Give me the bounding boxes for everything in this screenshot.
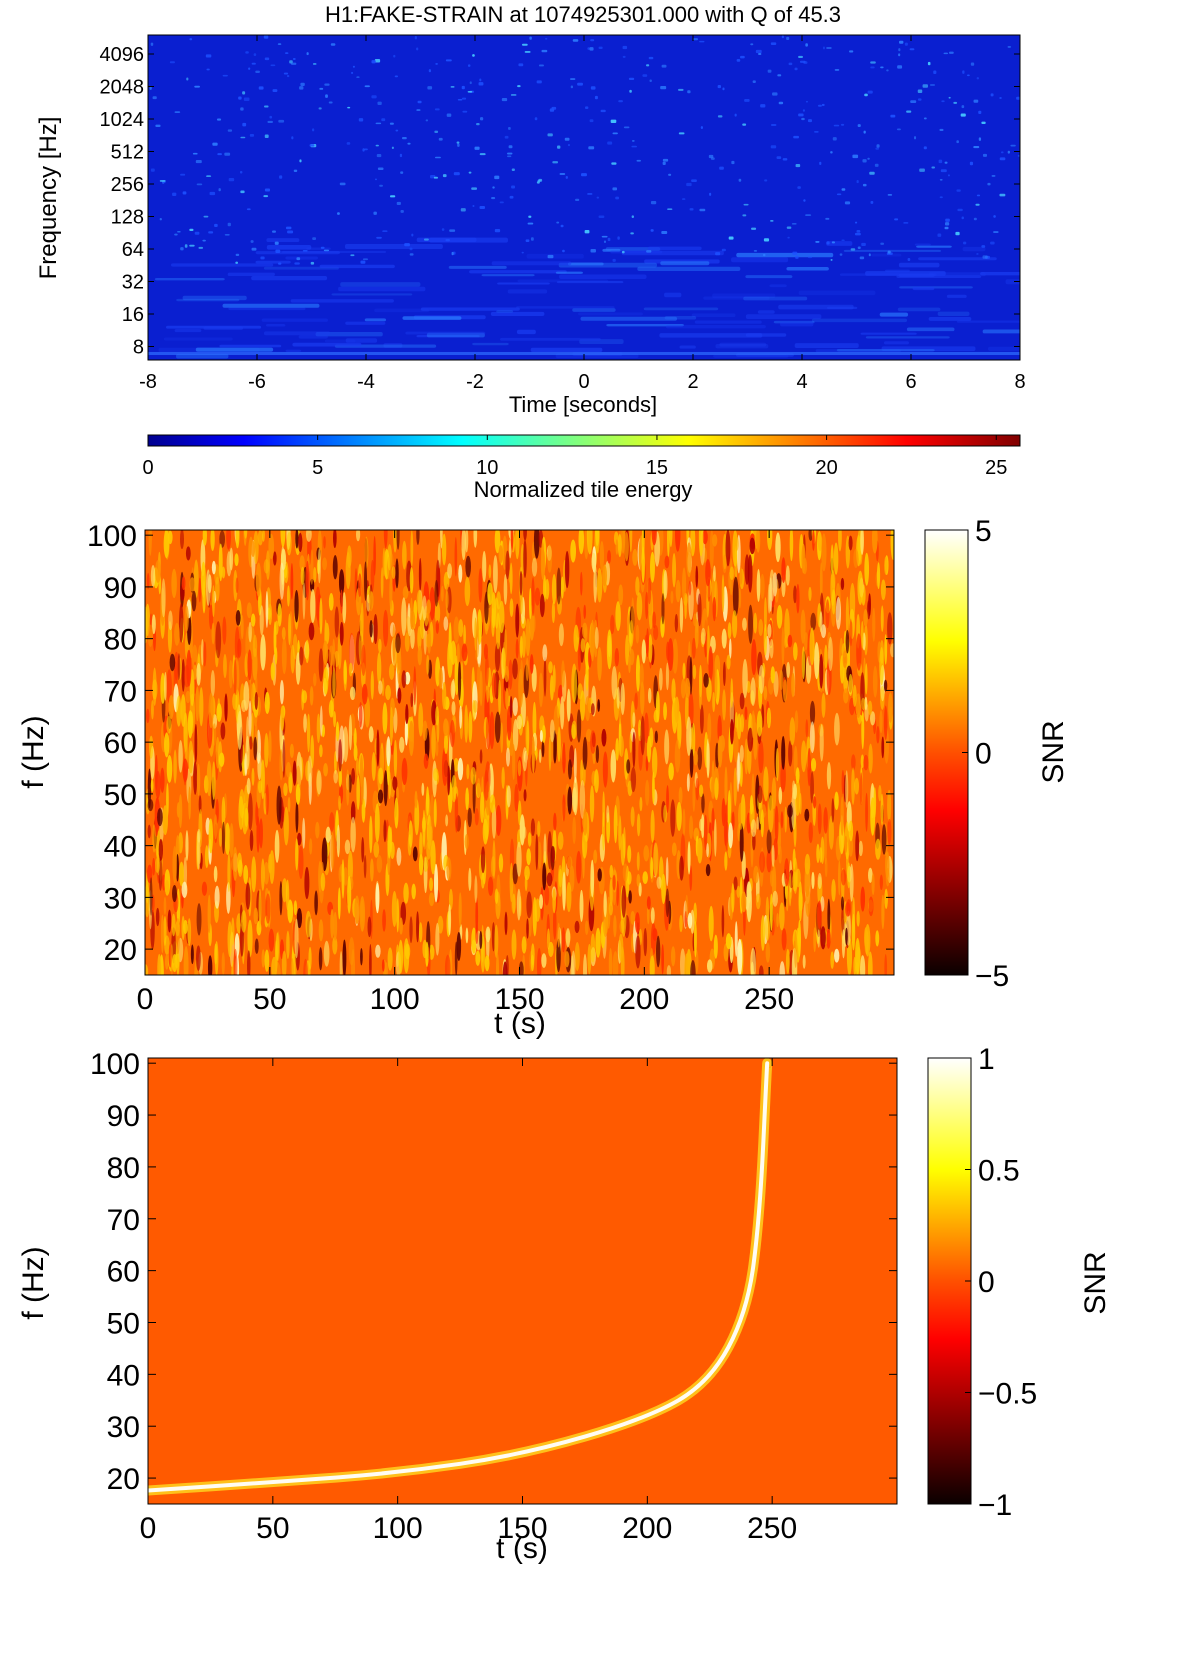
chirp-colorbar-tick-label: 0.5 bbox=[978, 1155, 1020, 1188]
qscan-energy-tiles bbox=[148, 35, 1020, 359]
chirp-colorbar-label: SNR bbox=[1079, 1251, 1112, 1314]
chirp-x-tick-label: 0 bbox=[140, 1512, 157, 1545]
qscan-colorbar-tick-label: 15 bbox=[646, 457, 668, 479]
qscan-y-label: Frequency [Hz] bbox=[35, 117, 62, 280]
noise-colorbar-tick-label: 0 bbox=[975, 738, 992, 771]
noise-y-tick-label: 100 bbox=[87, 520, 137, 553]
chirp-y-tick-label: 70 bbox=[107, 1204, 140, 1237]
chirp-x-tick-label: 100 bbox=[373, 1512, 423, 1545]
qscan-y-tick-label: 256 bbox=[111, 174, 144, 196]
noise-x-tick-label: 250 bbox=[744, 983, 794, 1016]
qscan-x-tick-label: -8 bbox=[139, 371, 157, 393]
chirp-y-tick-label: 60 bbox=[107, 1256, 140, 1289]
qscan-x-tick-label: 2 bbox=[687, 371, 698, 393]
qscan-y-tick-label: 32 bbox=[122, 272, 144, 294]
qscan-y-ticks: 8 16 32 64 128 256 512 1024 2048 4096 bbox=[100, 44, 1020, 359]
noise-y-tick-label: 20 bbox=[104, 934, 137, 967]
noise-x-tick-label: 200 bbox=[619, 983, 669, 1016]
chirp-y-tick-label: 40 bbox=[107, 1359, 140, 1392]
chirp-colorbar-tick-label: −1 bbox=[978, 1489, 1012, 1522]
qscan-y-tick-label: 8 bbox=[133, 337, 144, 359]
qscan-x-tick-label: 0 bbox=[578, 371, 589, 393]
chirp-plot-background bbox=[148, 1058, 897, 1504]
qscan-x-tick-label: 8 bbox=[1014, 371, 1025, 393]
noise-y-tick-label: 70 bbox=[104, 675, 137, 708]
chirp-colorbar-tick-label: −0.5 bbox=[978, 1378, 1037, 1411]
qscan-colorbar bbox=[147, 434, 1021, 447]
chirp-x-tick-label: 50 bbox=[256, 1512, 289, 1545]
qscan-x-ticks: -8 -6 -4 -2 0 2 4 6 8 bbox=[139, 35, 1026, 393]
chirp-y-tick-label: 90 bbox=[107, 1100, 140, 1133]
noise-y-tick-label: 40 bbox=[104, 831, 137, 864]
noise-x-tick-label: 150 bbox=[494, 983, 544, 1016]
noise-x-tick-label: 100 bbox=[370, 983, 420, 1016]
chirp-y-tick-label: 80 bbox=[107, 1152, 140, 1185]
qscan-colorbar-tick-label: 0 bbox=[142, 457, 153, 479]
noise-colorbar bbox=[924, 529, 969, 976]
chirp-x-label: t (s) bbox=[496, 1532, 548, 1565]
noise-x-tick-label: 0 bbox=[137, 983, 154, 1016]
noise-x-tick-label: 50 bbox=[253, 983, 286, 1016]
noise-y-ticks: 20 30 40 50 60 70 80 90 100 bbox=[87, 520, 894, 967]
qscan-y-tick-label: 128 bbox=[111, 207, 144, 229]
chirp-y-tick-label: 30 bbox=[107, 1411, 140, 1444]
noise-y-label: f (Hz) bbox=[17, 715, 50, 788]
chirp-colorbar-ticks: 1 0.5 0 −0.5 −1 bbox=[965, 1043, 1037, 1522]
noise-x-ticks: 0 50 100 150 200 250 bbox=[137, 530, 794, 1016]
qscan-x-label: Time [seconds] bbox=[509, 392, 657, 417]
qscan-y-tick-label: 2048 bbox=[100, 77, 145, 99]
noise-y-tick-label: 60 bbox=[104, 727, 137, 760]
qscan-colorbar-tick-label: 25 bbox=[985, 457, 1007, 479]
qscan-y-tick-label: 4096 bbox=[100, 44, 145, 66]
qscan-x-tick-label: -6 bbox=[248, 371, 266, 393]
qscan-title: H1:FAKE-STRAIN at 1074925301.000 with Q … bbox=[325, 2, 841, 27]
noise-colorbar-tick-label: −5 bbox=[975, 960, 1009, 993]
qscan-colorbar-tick-label: 5 bbox=[312, 457, 323, 479]
qscan-y-tick-label: 64 bbox=[122, 239, 144, 261]
noise-colorbar-tick-label: 5 bbox=[975, 515, 992, 548]
qscan-x-tick-label: -2 bbox=[466, 371, 484, 393]
qscan-y-tick-label: 16 bbox=[122, 304, 144, 326]
chirp-track bbox=[148, 1058, 773, 1496]
chirp-y-tick-label: 100 bbox=[90, 1048, 140, 1081]
noise-y-tick-label: 50 bbox=[104, 779, 137, 812]
chirp-y-tick-label: 50 bbox=[107, 1307, 140, 1340]
chirp-core bbox=[148, 1061, 770, 1493]
chirp-panel: 20 30 40 50 60 70 80 90 100 0 50 100 150 200 250 f (H… bbox=[17, 1043, 1112, 1565]
qscan-colorbar-ticks: 0 5 10 15 20 25 bbox=[142, 435, 1007, 479]
noise-colorbar-ticks: 5 0 −5 bbox=[962, 515, 1009, 993]
qscan-colorbar-label: Normalized tile energy bbox=[474, 477, 693, 502]
chirp-y-tick-label: 20 bbox=[107, 1463, 140, 1496]
chirp-colorbar-tick-label: 0 bbox=[978, 1266, 995, 1299]
chirp-colorbar bbox=[927, 1057, 972, 1505]
chirp-x-tick-label: 150 bbox=[497, 1512, 547, 1545]
chirp-x-tick-label: 250 bbox=[747, 1512, 797, 1545]
chirp-y-ticks: 20 30 40 50 60 70 80 90 100 bbox=[90, 1048, 897, 1496]
qscan-x-tick-label: 4 bbox=[796, 371, 807, 393]
noise-y-tick-label: 80 bbox=[104, 624, 137, 657]
chirp-x-ticks: 0 50 100 150 200 250 bbox=[140, 1058, 797, 1545]
noise-x-label: t (s) bbox=[494, 1007, 546, 1040]
chirp-colorbar-tick-label: 1 bbox=[978, 1043, 995, 1076]
chirp-y-label: f (Hz) bbox=[17, 1246, 50, 1319]
qscan-colorbar-tick-label: 20 bbox=[815, 457, 837, 479]
qscan-colorbar-tick-label: 10 bbox=[476, 457, 498, 479]
qscan-y-tick-label: 1024 bbox=[100, 109, 145, 131]
noise-y-tick-label: 30 bbox=[104, 882, 137, 915]
noise-colorbar-label: SNR bbox=[1037, 720, 1070, 783]
noise-snr-texture bbox=[145, 530, 894, 975]
qscan-x-tick-label: 6 bbox=[905, 371, 916, 393]
qscan-x-tick-label: -4 bbox=[357, 371, 375, 393]
qscan-panel: H1:FAKE-STRAIN at 1074925301.000 with Q … bbox=[35, 2, 1026, 502]
qscan-y-tick-label: 512 bbox=[111, 142, 144, 164]
chirp-x-tick-label: 200 bbox=[622, 1512, 672, 1545]
noise-y-tick-label: 90 bbox=[104, 572, 137, 605]
